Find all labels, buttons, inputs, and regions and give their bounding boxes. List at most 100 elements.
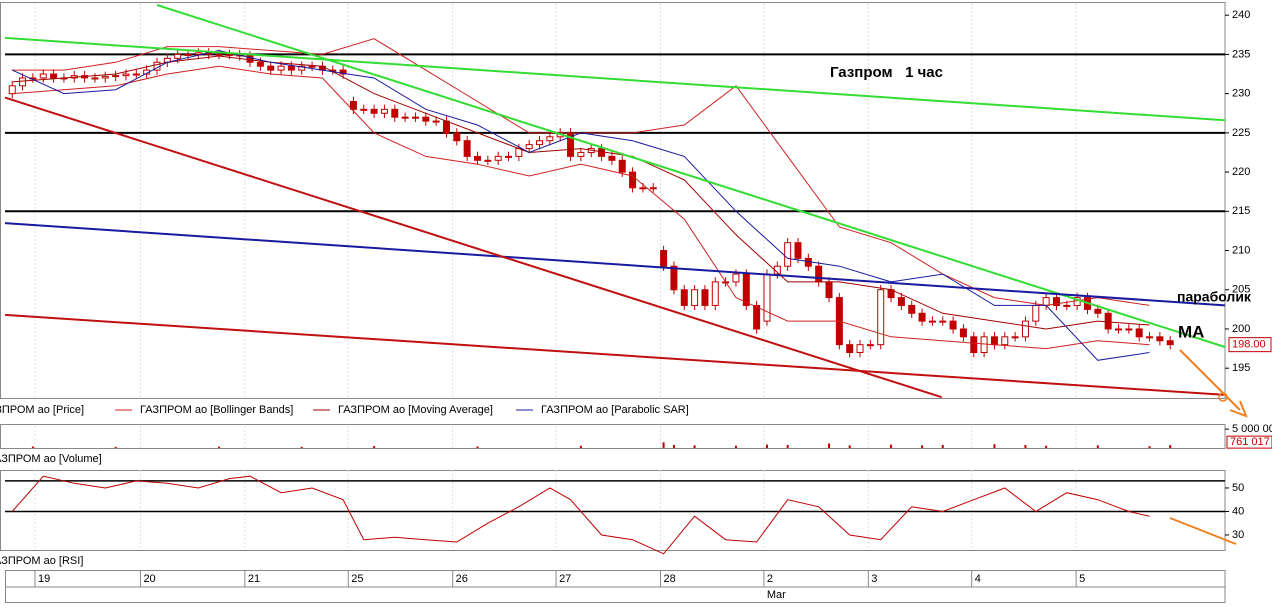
candle-body bbox=[939, 320, 947, 323]
candle-body bbox=[1156, 336, 1164, 342]
candle-body bbox=[1021, 320, 1029, 338]
candle-body bbox=[380, 108, 388, 114]
candle-body bbox=[1104, 312, 1112, 330]
volume-bar bbox=[31, 446, 34, 448]
y-tick-label: 235 bbox=[1232, 48, 1250, 60]
trend-line bbox=[4, 96, 943, 399]
candle-body bbox=[1115, 328, 1123, 331]
candle-body bbox=[928, 320, 936, 323]
y-tick-label: 205 bbox=[1232, 284, 1250, 296]
candle-body bbox=[277, 65, 285, 71]
y-tick-label: 40 bbox=[1232, 505, 1244, 517]
volume-bar bbox=[476, 446, 479, 448]
candle-body bbox=[432, 120, 440, 123]
candle-body bbox=[256, 61, 264, 67]
candle-body bbox=[349, 100, 357, 110]
volume-bar bbox=[662, 442, 665, 448]
candle-body bbox=[442, 120, 450, 134]
candle-body bbox=[670, 265, 678, 291]
candle-body bbox=[19, 77, 27, 87]
candle-body bbox=[122, 73, 130, 77]
volume-bar bbox=[1169, 445, 1172, 448]
x-tick-label: 28 bbox=[663, 573, 675, 585]
y-tick-label: 210 bbox=[1232, 244, 1250, 256]
candle-body bbox=[112, 75, 120, 78]
volume-bar bbox=[786, 444, 789, 448]
candle-body bbox=[360, 108, 368, 111]
y-tick-label: 230 bbox=[1232, 88, 1250, 100]
candle-body bbox=[536, 140, 544, 146]
arrow-head bbox=[1229, 400, 1248, 418]
legend-label: ГАЗПРОМ ао [Moving Average] bbox=[338, 404, 493, 416]
candle-body bbox=[401, 116, 409, 119]
candle-body bbox=[1094, 308, 1102, 314]
candle-body bbox=[339, 69, 347, 75]
candle-body bbox=[91, 77, 99, 80]
candle-body bbox=[225, 53, 233, 56]
y-tick-label: 30 bbox=[1232, 529, 1244, 541]
y-tick-label: 215 bbox=[1232, 205, 1250, 217]
candle-body bbox=[866, 344, 874, 347]
last-price-box bbox=[1228, 337, 1272, 353]
x-tick-label: 26 bbox=[456, 573, 468, 585]
volume-bar bbox=[828, 443, 831, 448]
candle-body bbox=[897, 297, 905, 306]
candle-body bbox=[701, 289, 709, 306]
volume-bar bbox=[1045, 445, 1048, 448]
candle-body bbox=[794, 242, 802, 259]
candle-body bbox=[732, 273, 740, 283]
candle-body bbox=[1001, 336, 1009, 346]
annotation: Газпром 1 час bbox=[830, 64, 943, 81]
candle-body bbox=[1032, 304, 1040, 322]
legend-label: ГАЗПРОМ ао [Bollinger Bands] bbox=[140, 404, 293, 416]
candle-body bbox=[1135, 328, 1143, 338]
candle-body bbox=[918, 312, 926, 322]
volume-bar bbox=[765, 444, 768, 448]
candle-body bbox=[8, 85, 16, 95]
volume-bar bbox=[693, 445, 696, 448]
x-tick-label: 25 bbox=[351, 573, 363, 585]
arrow bbox=[1169, 517, 1237, 545]
candle-body bbox=[39, 73, 47, 79]
volume-bar bbox=[734, 445, 737, 448]
volume-panel bbox=[0, 424, 1226, 449]
legend-label: АЗПРОМ ао [Price] bbox=[0, 404, 84, 416]
candle-body bbox=[660, 250, 668, 267]
candle-body bbox=[1166, 340, 1174, 346]
volume-bar bbox=[579, 445, 582, 448]
candle-body bbox=[391, 108, 399, 118]
y-tick-label: 5 000 00 bbox=[1232, 423, 1272, 435]
volume-bar bbox=[672, 444, 675, 448]
candle-body bbox=[639, 187, 647, 190]
candle-body bbox=[856, 344, 864, 354]
volume-bar bbox=[921, 445, 924, 448]
x-tick-label: 5 bbox=[1079, 573, 1085, 585]
legend-label: ГАЗПРОМ ао [Parabolic SAR] bbox=[541, 404, 689, 416]
candle-body bbox=[577, 151, 585, 157]
x-tick-label: 27 bbox=[559, 573, 571, 585]
volume-bar bbox=[941, 444, 944, 448]
candle-body bbox=[949, 320, 957, 330]
candle-body bbox=[101, 75, 109, 79]
candle-body bbox=[505, 155, 513, 158]
candle-body bbox=[629, 171, 637, 189]
candle-body bbox=[908, 304, 916, 314]
candle-body bbox=[763, 273, 771, 322]
trend-line bbox=[4, 313, 1226, 396]
candle-body bbox=[473, 155, 481, 161]
candle-body bbox=[267, 65, 275, 71]
volume-bar bbox=[1096, 445, 1099, 448]
candle-body bbox=[990, 336, 998, 346]
volume-bar bbox=[1024, 444, 1027, 448]
price-panel bbox=[0, 2, 1226, 399]
x-tick-label: 21 bbox=[248, 573, 260, 585]
indicator-line bbox=[11, 49, 1150, 361]
volume-bar bbox=[218, 446, 221, 448]
candle-body bbox=[959, 328, 967, 338]
y-tick-label: 200 bbox=[1232, 323, 1250, 335]
volume-bar bbox=[1148, 446, 1151, 448]
candle-body bbox=[1125, 328, 1133, 331]
x-tick-label: 20 bbox=[143, 573, 155, 585]
candle-body bbox=[970, 336, 978, 354]
